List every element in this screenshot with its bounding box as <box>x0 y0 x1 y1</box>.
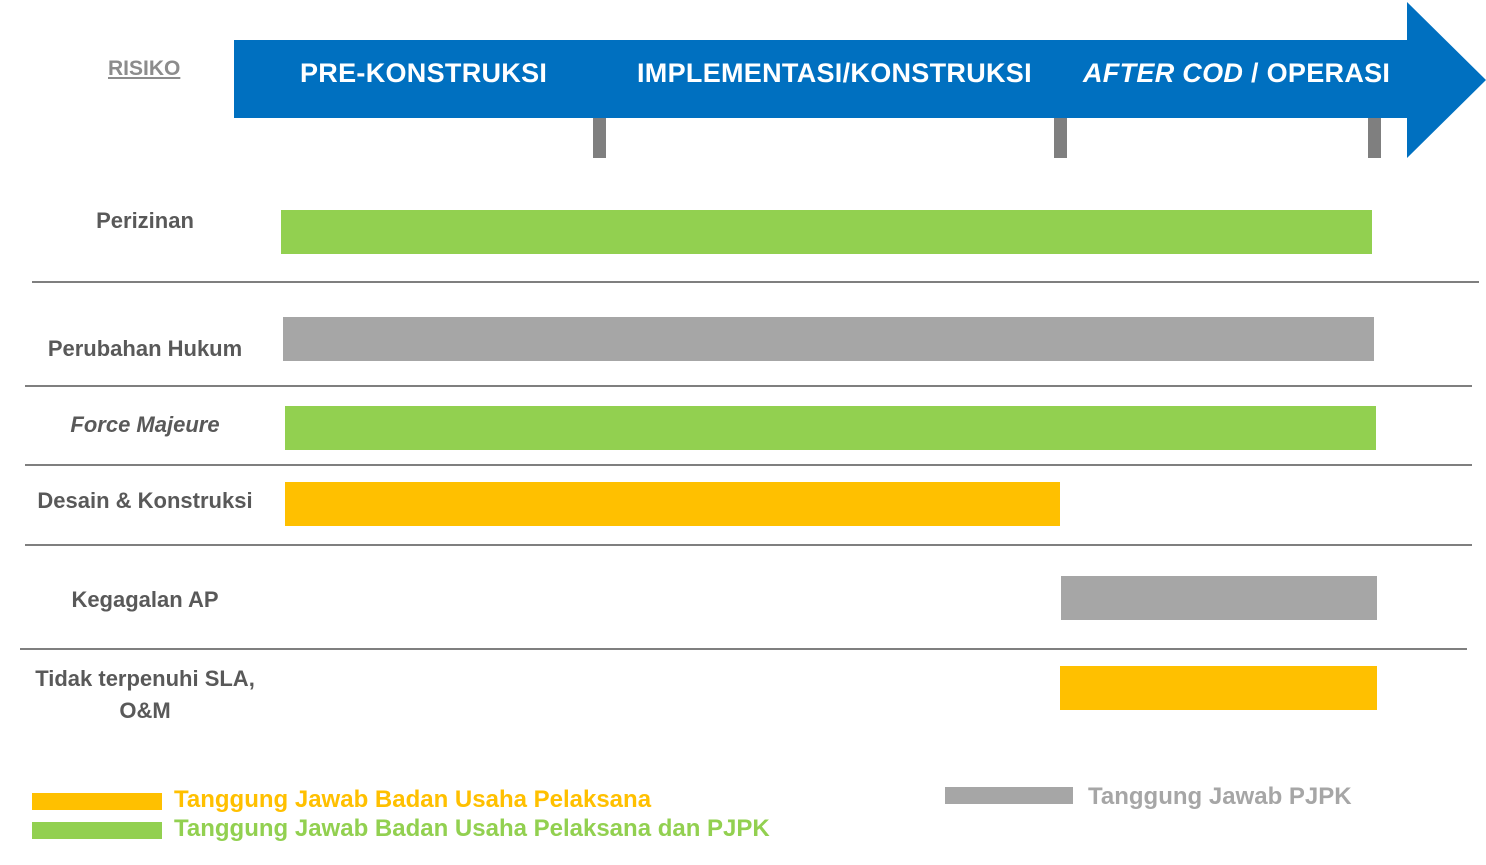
legend-label-bupel: Tanggung Jawab Badan Usaha Pelaksana <box>174 786 652 813</box>
bar-kegagalan-ap <box>1061 576 1377 620</box>
bar-tidak-terpenuhi-sla <box>1060 666 1377 710</box>
phase-boundary-tick <box>593 118 606 158</box>
row-divider <box>25 464 1472 466</box>
row-divider <box>32 281 1479 283</box>
bar-perizinan <box>281 210 1372 254</box>
legend-swatch-pjpk <box>945 787 1073 804</box>
legend-swatch-bupel <box>32 793 162 810</box>
phase-operasi-label: / OPERASI <box>1243 58 1391 88</box>
phase-pre-konstruksi: PRE-KONSTRUKSI <box>300 58 548 88</box>
legend-swatch-shared <box>32 822 162 839</box>
row-divider <box>20 648 1467 650</box>
legend-label-pjpk: Tanggung Jawab PJPK <box>1088 783 1352 810</box>
risk-label-desain-konstruksi: Desain & Konstruksi <box>37 488 253 513</box>
risk-label-tidak-terpenuhi-sla: Tidak terpenuhi SLA, O&M <box>35 666 255 723</box>
bar-desain-konstruksi <box>285 482 1060 526</box>
risk-column-header: RISIKO <box>108 57 181 80</box>
legend-label-shared: Tanggung Jawab Badan Usaha Pelaksana dan… <box>174 815 770 842</box>
timeline-arrow-shape <box>234 2 1486 158</box>
phase-after-cod-operasi: AFTER COD / OPERASI <box>1083 58 1390 89</box>
risk-label-force-majeure: Force Majeure <box>70 412 220 437</box>
row-divider <box>25 385 1472 387</box>
timeline-arrow <box>234 2 1486 158</box>
risk-label-perizinan: Perizinan <box>96 208 194 233</box>
bar-force-majeure <box>285 406 1376 450</box>
phase-implementasi-konstruksi: IMPLEMENTASI/KONSTRUKSI <box>637 58 1032 88</box>
risk-label-kegagalan-ap: Kegagalan AP <box>71 587 219 612</box>
risk-label-perubahan-hukum: Perubahan Hukum <box>47 336 243 361</box>
row-divider <box>25 544 1472 546</box>
bar-perubahan-hukum <box>283 317 1374 361</box>
phase-after-cod-label: AFTER COD <box>1083 58 1244 88</box>
phase-boundary-tick <box>1054 118 1067 158</box>
phase-boundary-tick <box>1368 118 1381 158</box>
